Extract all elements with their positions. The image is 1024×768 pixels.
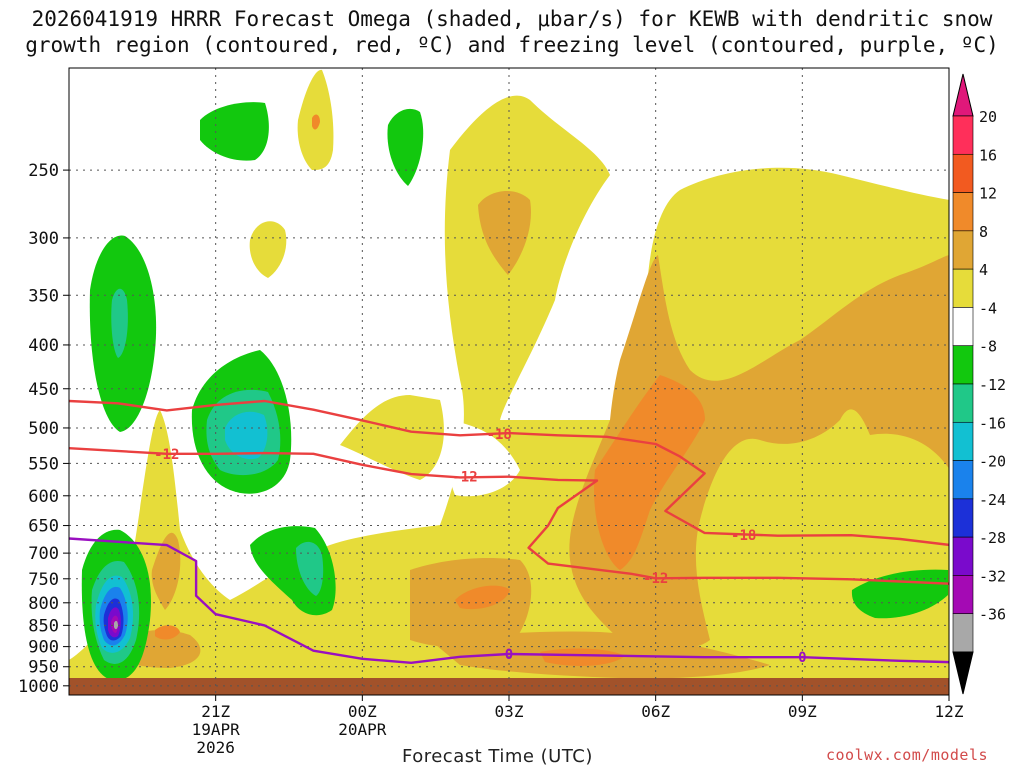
x-tick-label-00Z: 00Z bbox=[348, 702, 377, 721]
colorbar-label-7: -12 bbox=[979, 376, 1006, 394]
omega-rising-4-8-main bbox=[69, 95, 949, 695]
contour-label-4: -12 bbox=[643, 571, 668, 587]
y-tick-label-550: 550 bbox=[28, 454, 59, 474]
contour-label-1: -18 bbox=[731, 528, 756, 544]
colorbar-swatch-1 bbox=[952, 153, 974, 193]
omega-sinking-teal-4 bbox=[296, 541, 324, 596]
omega-rising-4-8-left bbox=[340, 395, 444, 480]
contour-label-6: 0 bbox=[798, 650, 806, 666]
x-tick-label-21Z: 21Z bbox=[201, 702, 230, 721]
y-tick-label-750: 750 bbox=[28, 570, 59, 590]
omega-sinking-cyan-2 bbox=[225, 411, 268, 460]
y-tick-label-700: 700 bbox=[28, 544, 59, 564]
y-axis-pressure: 2503003504004505005506006507007508008509… bbox=[18, 161, 69, 697]
colorbar-swatch-2 bbox=[952, 192, 974, 232]
x-tick-label-06Z: 06Z bbox=[641, 702, 670, 721]
y-tick-label-350: 350 bbox=[28, 286, 59, 306]
colorbar-label-10: -24 bbox=[979, 491, 1006, 509]
colorbar-swatch-0 bbox=[952, 115, 974, 155]
chart-title: 2026041919 HRRR Forecast Omega (shaded, … bbox=[0, 6, 1024, 58]
omega-rising-12-16-sfc bbox=[540, 648, 625, 666]
y-tick-label-450: 450 bbox=[28, 380, 59, 400]
title-line-2: growth region (contoured, red, ºC) and f… bbox=[25, 33, 999, 57]
omega-sinking-green-4 bbox=[200, 102, 269, 161]
omega-rising-12-16 bbox=[594, 375, 705, 570]
colorbar-swatch-11 bbox=[952, 536, 974, 576]
colorbar-label-4: 4 bbox=[979, 261, 988, 279]
x-tick-label-12Z: 12Z bbox=[935, 702, 964, 721]
colorbar: 20 16 12 8 4 -4 -8 -12 -16 -20 -24 -28 -32 -36 bbox=[952, 73, 1006, 695]
colorbar-label-6: -8 bbox=[979, 338, 997, 356]
colorbar-label-3: 8 bbox=[979, 223, 988, 241]
x-tick-label-03Z: 03Z bbox=[495, 702, 524, 721]
y-tick-label-650: 650 bbox=[28, 517, 59, 537]
colorbar-label-0: 20 bbox=[979, 108, 997, 126]
colorbar-swatch-10 bbox=[952, 498, 974, 538]
y-tick-label-300: 300 bbox=[28, 229, 59, 249]
omega-rising-12-16-upper bbox=[312, 114, 320, 130]
colorbar-swatch-12 bbox=[952, 575, 974, 615]
colorbar-swatch-5 bbox=[952, 307, 974, 347]
contour-label-5: 0 bbox=[505, 647, 513, 663]
x-tick-label-20APR: 20APR bbox=[338, 720, 387, 739]
omega-sinking-gray-1 bbox=[114, 620, 118, 630]
omega-rising-12-16-left bbox=[155, 625, 180, 640]
x-tick-label-19APR: 19APR bbox=[192, 720, 241, 739]
colorbar-label-12: -32 bbox=[979, 567, 1006, 585]
x-tick-label-2026: 2026 bbox=[196, 738, 235, 757]
y-tick-label-950: 950 bbox=[28, 658, 59, 678]
contour-label-3: -12 bbox=[452, 470, 477, 486]
colorbar-swatch-6 bbox=[952, 345, 974, 385]
temperature-contours: -18 -18 -12 -12 -12 0 0 bbox=[69, 399, 949, 666]
colorbar-bottom-arrow bbox=[952, 651, 974, 695]
colorbar-label-5: -4 bbox=[979, 299, 997, 317]
omega-rising-8-12 bbox=[569, 255, 949, 650]
omega-rising-8-12-upper bbox=[478, 190, 531, 275]
colorbar-swatch-9 bbox=[952, 460, 974, 500]
colorbar-label-8: -16 bbox=[979, 414, 1006, 432]
colorbar-swatch-7 bbox=[952, 383, 974, 423]
y-tick-label-850: 850 bbox=[28, 616, 59, 636]
contour-0 bbox=[69, 399, 949, 547]
y-tick-label-800: 800 bbox=[28, 594, 59, 614]
colorbar-label-11: -28 bbox=[979, 529, 1006, 547]
credit-text: coolwx.com/models bbox=[826, 746, 989, 764]
colorbar-label-2: 12 bbox=[979, 185, 997, 203]
x-tick-label-09Z: 09Z bbox=[788, 702, 817, 721]
y-tick-label-500: 500 bbox=[28, 419, 59, 439]
omega-sinking-teal-1 bbox=[111, 288, 128, 358]
y-tick-label-1000: 1000 bbox=[18, 677, 59, 697]
x-axis-label: Forecast Time (UTC) bbox=[402, 746, 593, 767]
title-line-1: 2026041919 HRRR Forecast Omega (shaded, … bbox=[31, 7, 993, 31]
contour-label-0: -18 bbox=[487, 427, 512, 443]
colorbar-swatch-8 bbox=[952, 421, 974, 461]
ground-terrain bbox=[69, 678, 949, 695]
y-tick-label-250: 250 bbox=[28, 161, 59, 181]
colorbar-label-9: -20 bbox=[979, 453, 1006, 471]
omega-sinking-green-5 bbox=[387, 108, 424, 186]
contour-1 bbox=[69, 447, 949, 585]
colorbar-swatch-3 bbox=[952, 230, 974, 270]
contour-2 bbox=[69, 537, 949, 664]
y-tick-label-400: 400 bbox=[28, 336, 59, 356]
colorbar-label-13: -36 bbox=[979, 606, 1006, 624]
omega-rising-8-12-left2 bbox=[151, 532, 181, 610]
colorbar-swatch-13 bbox=[952, 613, 974, 653]
colorbar-label-1: 16 bbox=[979, 146, 997, 164]
colorbar-swatch-4 bbox=[952, 268, 974, 308]
y-tick-label-900: 900 bbox=[28, 638, 59, 658]
y-tick-label-600: 600 bbox=[28, 487, 59, 507]
omega-shading bbox=[69, 68, 949, 695]
colorbar-top-arrow bbox=[952, 73, 974, 117]
contour-label-2: -12 bbox=[154, 447, 179, 463]
omega-rising-4-8-blob bbox=[249, 221, 287, 278]
